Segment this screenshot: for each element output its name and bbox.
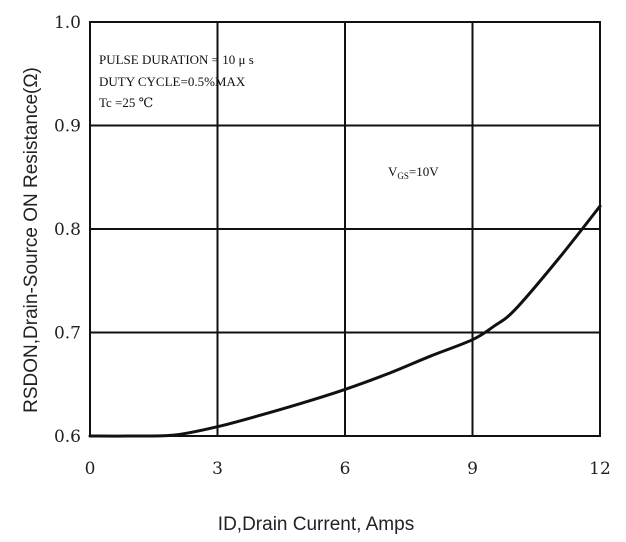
y-tick-label: 0.7 xyxy=(54,324,81,344)
x-tick-labels: 0 3 6 9 12 xyxy=(85,459,611,479)
series-line xyxy=(88,204,602,438)
annotation-pulse-duration: PULSE DURATION = 10 μ s xyxy=(99,52,254,67)
x-axis-label: ID,Drain Current, Amps xyxy=(218,514,414,535)
x-tick-label: 12 xyxy=(589,459,611,479)
y-tick-label: 1.0 xyxy=(54,13,81,33)
y-tick-label: 0.8 xyxy=(54,220,81,240)
annotation-case-temperature: Tc =25 ℃ xyxy=(99,95,153,110)
x-tick-label: 0 xyxy=(85,459,96,479)
x-tick-label: 3 xyxy=(212,459,223,479)
plot-frame xyxy=(89,21,601,437)
y-tick-labels: 0.6 0.7 0.8 0.9 1.0 xyxy=(54,13,81,447)
vgs-label: VGS=10V xyxy=(388,164,439,181)
y-axis-label: RSDON,Drain-Source ON Resistance(Ω) xyxy=(21,67,42,413)
annotation-duty-cycle: DUTY CYCLE=0.5%MAX xyxy=(99,74,246,89)
y-tick-label: 0.6 xyxy=(54,427,81,447)
y-tick-label: 0.9 xyxy=(54,117,81,137)
vgs-label-main: V xyxy=(388,164,398,179)
vgs-label-sub: GS xyxy=(397,171,409,181)
vgs-label-tail: =10V xyxy=(409,164,439,179)
x-tick-label: 9 xyxy=(467,459,478,479)
x-tick-label: 6 xyxy=(340,459,351,479)
